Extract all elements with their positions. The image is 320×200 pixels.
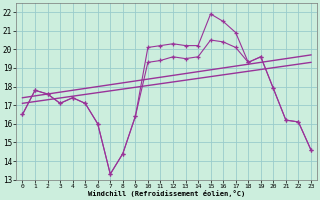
X-axis label: Windchill (Refroidissement éolien,°C): Windchill (Refroidissement éolien,°C) (88, 190, 245, 197)
